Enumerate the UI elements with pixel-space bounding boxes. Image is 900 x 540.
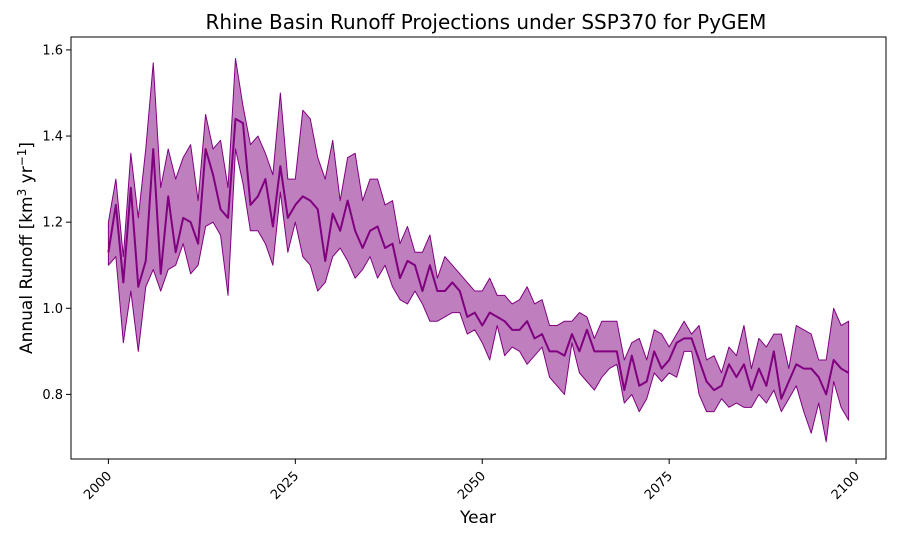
- mean-runoff-line: [107, 117, 850, 400]
- y-tick-label: 1.0: [42, 302, 63, 317]
- y-axis-label-base: Annual Runoff [km: [17, 196, 37, 354]
- y-tick-label: 0.8: [42, 388, 63, 403]
- y-axis: 0.8 1.0 1.2 1.4 1.6: [42, 43, 71, 403]
- y-axis-label-end: ]: [17, 142, 37, 149]
- y-tick-label: 1.2: [42, 216, 63, 231]
- chart-title: Rhine Basin Runoff Projections under SSP…: [206, 10, 767, 34]
- y-axis-label-sup1: 3: [15, 189, 29, 197]
- uncertainty-band: [107, 58, 850, 443]
- y-axis-label-sup2: −1: [15, 149, 29, 167]
- y-axis-label-mid: yr: [17, 166, 37, 188]
- plot-area: [107, 58, 850, 443]
- y-axis-label: Annual Runoff [km3 yr−1]: [15, 142, 37, 354]
- axes-frame: [70, 36, 887, 460]
- x-axis-label: Year: [459, 508, 496, 528]
- y-tick-label: 1.4: [42, 130, 63, 145]
- y-tick-label: 1.6: [42, 43, 63, 58]
